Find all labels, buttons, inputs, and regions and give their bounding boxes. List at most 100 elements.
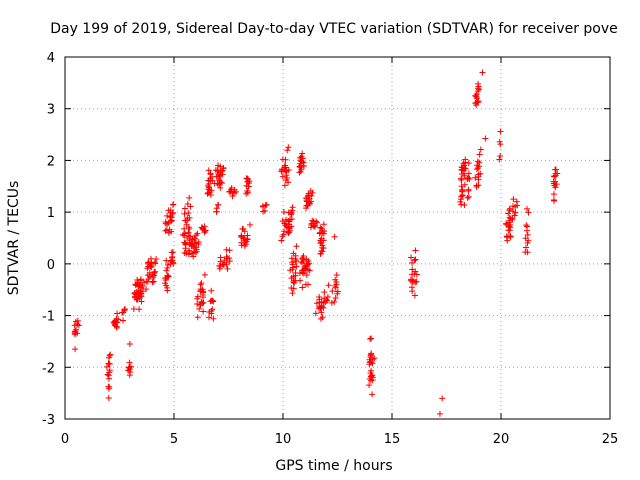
data-point: [162, 227, 169, 234]
data-point: [244, 236, 251, 242]
data-point: [126, 359, 133, 366]
data-point: [134, 294, 141, 301]
data-point: [288, 255, 295, 262]
x-tick-label: 20: [493, 432, 510, 447]
data-point: [198, 299, 205, 306]
data-point: [367, 377, 374, 384]
data-point: [317, 237, 324, 244]
data-point: [121, 306, 128, 313]
data-point: [550, 197, 557, 203]
x-tick-label: 25: [602, 432, 619, 447]
data-point: [220, 261, 227, 268]
data-point: [105, 394, 112, 401]
data-point: [297, 155, 304, 162]
data-point: [325, 282, 332, 289]
data-point: [220, 165, 227, 172]
data-point: [298, 166, 305, 173]
data-point: [223, 246, 230, 253]
data-point: [296, 169, 303, 176]
data-point: [120, 317, 127, 324]
data-point: [194, 300, 201, 307]
data-point: [301, 266, 308, 273]
data-point: [409, 259, 416, 266]
x-axis-label: GPS time / hours: [275, 458, 392, 474]
data-point: [369, 391, 376, 398]
data-point: [368, 351, 375, 358]
data-point: [198, 224, 205, 231]
data-point: [479, 69, 486, 76]
data-point: [507, 224, 514, 231]
data-point: [72, 346, 79, 353]
data-point: [323, 296, 330, 303]
data-point: [214, 167, 221, 174]
data-point: [181, 249, 188, 256]
data-points: [71, 69, 561, 417]
data-point: [261, 207, 268, 214]
data-point: [205, 314, 212, 321]
data-point: [332, 294, 339, 301]
data-point: [475, 80, 482, 87]
data-point: [320, 245, 327, 252]
data-point: [475, 165, 482, 172]
data-point: [135, 290, 142, 297]
data-point: [505, 210, 512, 217]
data-point: [288, 223, 295, 230]
data-point: [151, 270, 158, 277]
data-point: [524, 205, 531, 212]
x-tick-label: 0: [61, 432, 69, 447]
data-point: [306, 267, 313, 274]
data-point: [130, 305, 137, 312]
data-point: [163, 267, 170, 274]
data-point: [465, 193, 472, 200]
data-point: [550, 191, 557, 198]
data-point: [300, 267, 307, 274]
data-point: [186, 225, 193, 232]
data-point: [523, 227, 530, 234]
data-point: [281, 220, 288, 227]
grid-lines: [65, 57, 610, 419]
data-point: [317, 250, 324, 257]
data-point: [482, 135, 489, 142]
y-tick-label: -1: [42, 310, 55, 325]
data-point: [213, 173, 220, 180]
y-tick-label: 0: [47, 258, 55, 273]
data-point: [474, 162, 481, 169]
data-point: [305, 192, 312, 199]
data-point: [205, 167, 212, 174]
data-point: [331, 298, 338, 305]
data-point: [185, 224, 192, 231]
y-tick-label: 3: [47, 103, 55, 118]
data-point: [506, 217, 513, 224]
data-point: [320, 230, 327, 237]
data-point: [150, 278, 157, 285]
data-point: [169, 253, 176, 260]
data-point: [289, 264, 296, 271]
data-point: [461, 181, 468, 188]
data-point: [166, 226, 173, 233]
data-point: [210, 315, 217, 322]
data-point: [182, 217, 189, 224]
x-tick-label: 15: [384, 432, 401, 447]
data-point: [73, 326, 80, 333]
data-point: [217, 184, 224, 191]
data-point: [298, 153, 305, 160]
chart-title: Day 199 of 2019, Sidereal Day-to-day VTE…: [50, 21, 618, 37]
data-point: [165, 207, 172, 214]
data-point: [103, 363, 110, 370]
data-point: [525, 209, 532, 216]
data-point: [299, 255, 306, 262]
data-point: [205, 189, 212, 196]
data-point: [292, 256, 299, 263]
data-point: [185, 210, 192, 217]
data-point: [368, 372, 375, 379]
data-point: [196, 305, 203, 312]
data-point: [523, 222, 530, 229]
data-point: [74, 317, 81, 324]
data-point: [106, 369, 113, 376]
data-point: [217, 163, 224, 170]
data-point: [229, 193, 236, 200]
data-point: [209, 297, 216, 304]
data-point: [285, 144, 292, 151]
data-point: [198, 280, 205, 287]
data-point: [512, 209, 519, 216]
